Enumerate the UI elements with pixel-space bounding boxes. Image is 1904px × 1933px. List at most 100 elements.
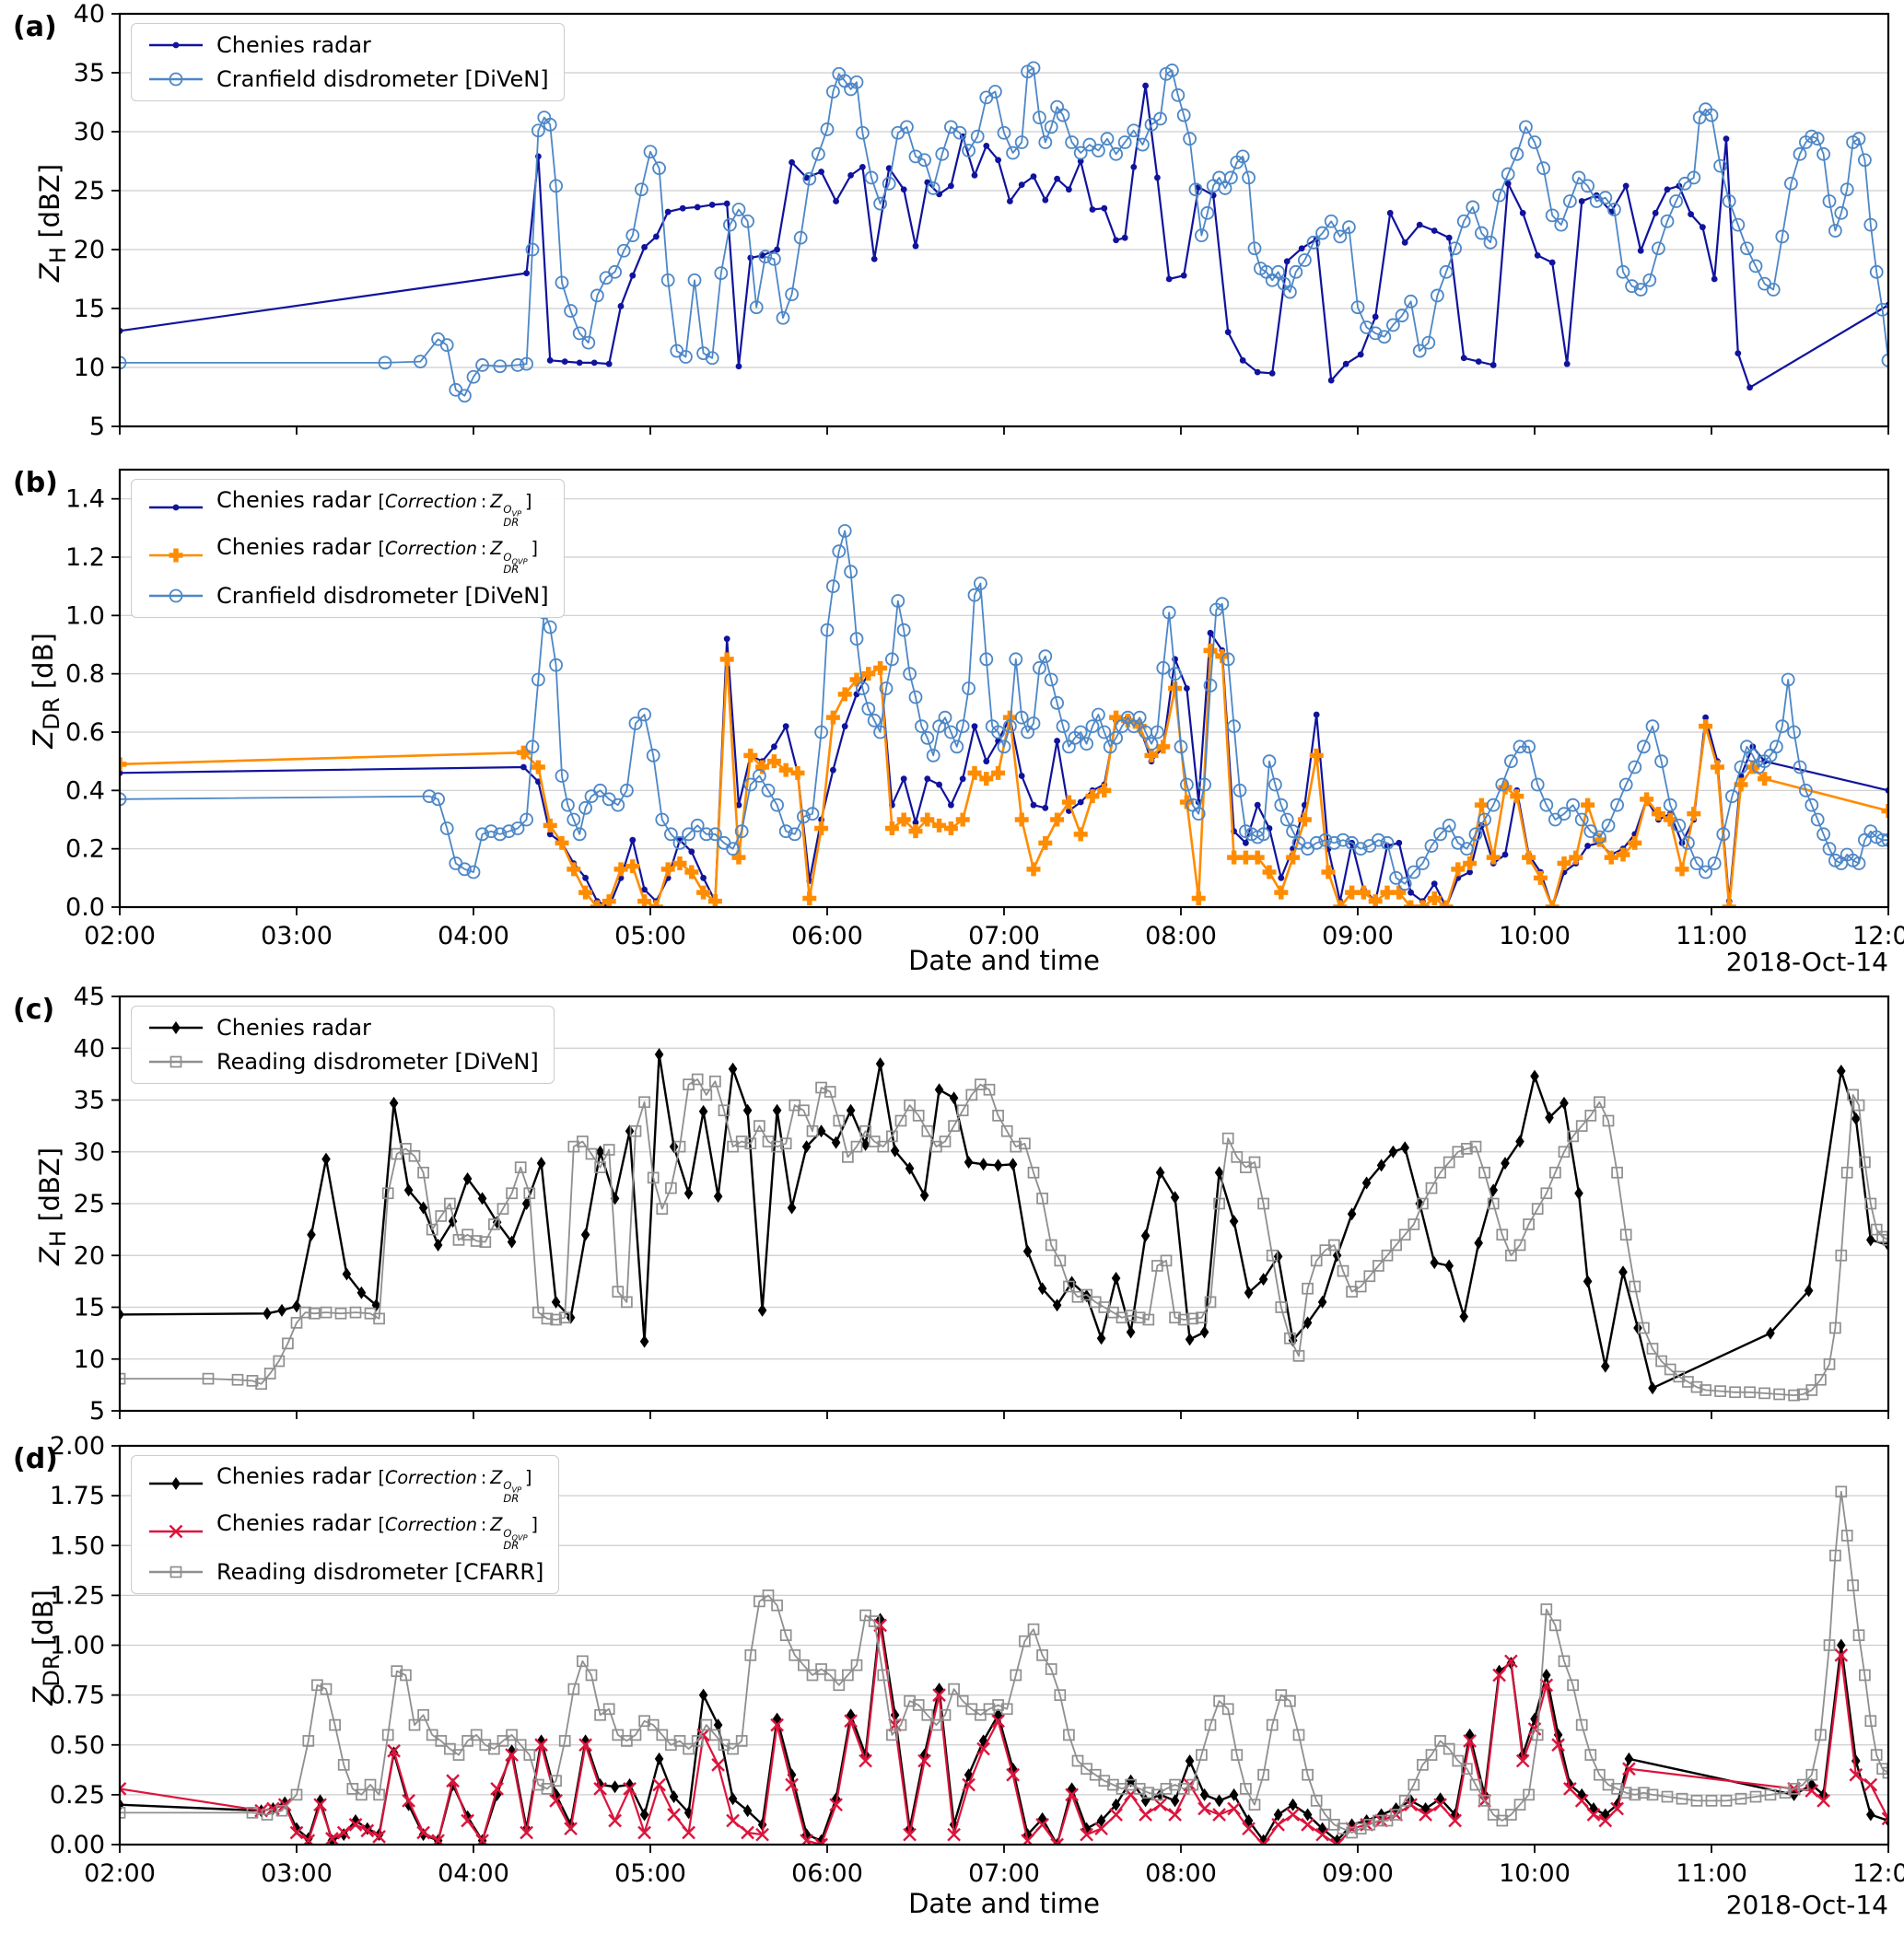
panel-b-grid bbox=[120, 498, 1888, 908]
y-tick-label: 1.25 bbox=[50, 1581, 105, 1610]
panel-c-series-0 bbox=[119, 1048, 1889, 1395]
y-tick-label: 35 bbox=[74, 59, 105, 87]
panel-a-plot: 5 10 15 20 25 30 35 40 bbox=[74, 0, 1890, 441]
y-tick-label: 1.50 bbox=[50, 1531, 105, 1560]
panel-d-legend: Chenies radar [Correction : Z OVP DR ] Chen… bbox=[131, 1455, 560, 1594]
series-markers bbox=[119, 61, 1889, 403]
panel-d-series-1 bbox=[119, 1618, 1889, 1846]
panel-d-plot: 0.00 0.25 0.50 0.75 1.00 1.25 1.50 1.75 2.00 02:0… bbox=[50, 1432, 1904, 1888]
panel-a-frame bbox=[118, 12, 1890, 428]
panel-b-legend: Chenies radar [Correction : Z OVP DR ] Chen… bbox=[131, 479, 565, 618]
y-tick-label: 0.8 bbox=[65, 660, 105, 689]
y-tick-label: 0.6 bbox=[65, 718, 105, 747]
series-markers bbox=[119, 82, 1889, 391]
x-tick-label: 03:00 bbox=[261, 1859, 333, 1888]
series-line bbox=[120, 67, 1889, 397]
y-tick-label: 10 bbox=[74, 354, 105, 382]
y-tick-label: 15 bbox=[74, 295, 105, 323]
x-tick-label: 12:00 bbox=[1852, 922, 1904, 950]
x-tick-label: 06:00 bbox=[791, 922, 863, 950]
legend-item: Reading disdrometer [DiVeN] bbox=[146, 1048, 539, 1076]
date-annotation-upper: 2018-Oct-14 bbox=[1725, 947, 1888, 977]
panel-d-x-ticks: 02:00 03:00 04:00 05:00 06:00 07:00 08:00 09:00… bbox=[84, 1845, 1904, 1888]
x-tick-label: 12:00 bbox=[1852, 1859, 1904, 1888]
series-line bbox=[119, 1053, 1889, 1390]
legend-label: Chenies radar [Correction : Z OVP DR ] bbox=[216, 1463, 532, 1505]
x-tick-label: 11:00 bbox=[1676, 922, 1747, 950]
legend-label: Chenies radar [Correction : Z OQVP DR ] bbox=[216, 534, 538, 576]
legend-label: Cranfield disdrometer [DiVeN] bbox=[216, 582, 549, 609]
y-tick-label: 20 bbox=[74, 236, 105, 264]
panel-a-tag: (a) bbox=[13, 11, 57, 43]
panel-c-tag: (c) bbox=[13, 994, 55, 1026]
legend-label: Chenies radar [Correction : Z OQVP DR ] bbox=[216, 1510, 538, 1553]
y-tick-label: 25 bbox=[74, 1190, 105, 1218]
x-axis-label-upper: Date and time bbox=[908, 945, 1100, 976]
panel-b-frame bbox=[118, 468, 1890, 909]
y-tick-label: 1.2 bbox=[65, 543, 105, 572]
x-tick-label: 10:00 bbox=[1499, 1859, 1571, 1888]
legend-label: Reading disdrometer [DiVeN] bbox=[216, 1049, 539, 1075]
x-tick-label: 05:00 bbox=[614, 922, 686, 950]
legend-item: Cranfield disdrometer [DiVeN] bbox=[146, 582, 549, 610]
legend-label: Cranfield disdrometer [DiVeN] bbox=[216, 66, 549, 92]
date-annotation-lower: 2018-Oct-14 bbox=[1725, 1890, 1888, 1920]
panel-a-legend: Chenies radar Cranfield disdrometer [DiVe… bbox=[131, 23, 565, 101]
legend-line-sample-icon bbox=[149, 588, 203, 603]
legend-label: Chenies radar bbox=[216, 32, 371, 58]
panel-a-series-0 bbox=[119, 82, 1889, 391]
x-tick-label: 05:00 bbox=[614, 1859, 686, 1888]
panel-c-y-axis-label: ZH [dBZ] bbox=[34, 1147, 71, 1265]
legend-item: Reading disdrometer [CFARR] bbox=[146, 1558, 543, 1586]
y-tick-label: 1.00 bbox=[50, 1632, 105, 1660]
y-tick-label: 5 bbox=[89, 413, 105, 441]
legend-item: Chenies radar bbox=[146, 31, 549, 59]
panel-a-y-ticks: 5 10 15 20 25 30 35 40 bbox=[74, 0, 120, 441]
legend-label: Chenies radar [Correction : Z OVP DR ] bbox=[216, 487, 532, 529]
series-markers bbox=[119, 1048, 1889, 1395]
y-tick-label: 5 bbox=[89, 1397, 105, 1426]
legend-line-sample-icon bbox=[149, 1477, 203, 1491]
legend-line-sample-icon bbox=[149, 504, 203, 511]
panel-d-y-axis-label: ZDR [dB] bbox=[28, 1589, 64, 1706]
y-tick-label: 1.75 bbox=[50, 1482, 105, 1510]
legend-item: Chenies radar [Correction : Z OVP DR ] bbox=[146, 487, 549, 528]
x-tick-label: 07:00 bbox=[968, 1859, 1040, 1888]
legend-line-sample-icon bbox=[149, 1566, 203, 1578]
legend-line-sample-icon bbox=[149, 1021, 203, 1034]
y-tick-label: 45 bbox=[74, 983, 105, 1011]
panel-c-y-ticks: 5 10 15 20 25 30 35 40 45 bbox=[74, 983, 120, 1426]
x-tick-label: 10:00 bbox=[1499, 922, 1571, 950]
series-markers bbox=[119, 524, 1889, 891]
x-tick-label: 09:00 bbox=[1322, 1859, 1394, 1888]
legend-label: Chenies radar bbox=[216, 1015, 371, 1041]
panel-a-x-ticks bbox=[119, 426, 1889, 435]
series-line bbox=[119, 1618, 1889, 1846]
y-tick-label: 0.00 bbox=[50, 1831, 105, 1859]
y-tick-label: 0.50 bbox=[50, 1731, 105, 1760]
x-tick-label: 06:00 bbox=[791, 1859, 863, 1888]
legend-line-sample-icon bbox=[149, 72, 203, 87]
x-tick-label: 03:00 bbox=[261, 922, 333, 950]
x-tick-label: 08:00 bbox=[1145, 1859, 1217, 1888]
y-tick-label: 2.00 bbox=[50, 1432, 105, 1461]
y-tick-label: 0.2 bbox=[65, 835, 105, 864]
panel-d-tag: (d) bbox=[13, 1443, 58, 1475]
legend-item: Chenies radar bbox=[146, 1014, 539, 1042]
y-tick-label: 10 bbox=[74, 1345, 105, 1374]
y-tick-label: 0.4 bbox=[65, 776, 105, 805]
y-tick-label: 35 bbox=[74, 1087, 105, 1115]
x-axis-label-lower: Date and time bbox=[908, 1888, 1100, 1919]
panel-c-legend: Chenies radar Reading disdrometer [DiVeN] bbox=[131, 1006, 555, 1084]
y-tick-label: 0.75 bbox=[50, 1682, 105, 1710]
y-tick-label: 25 bbox=[74, 177, 105, 205]
legend-line-sample-icon bbox=[149, 41, 203, 49]
y-tick-label: 15 bbox=[74, 1294, 105, 1322]
panel-b-x-ticks: 02:00 03:00 04:00 05:00 06:00 07:00 08:00 09:00… bbox=[84, 907, 1904, 950]
x-tick-label: 02:00 bbox=[84, 1859, 156, 1888]
legend-item: Chenies radar [Correction : Z OQVP DR ] bbox=[146, 1510, 543, 1551]
x-tick-label: 04:00 bbox=[438, 922, 509, 950]
x-tick-label: 02:00 bbox=[84, 922, 156, 950]
